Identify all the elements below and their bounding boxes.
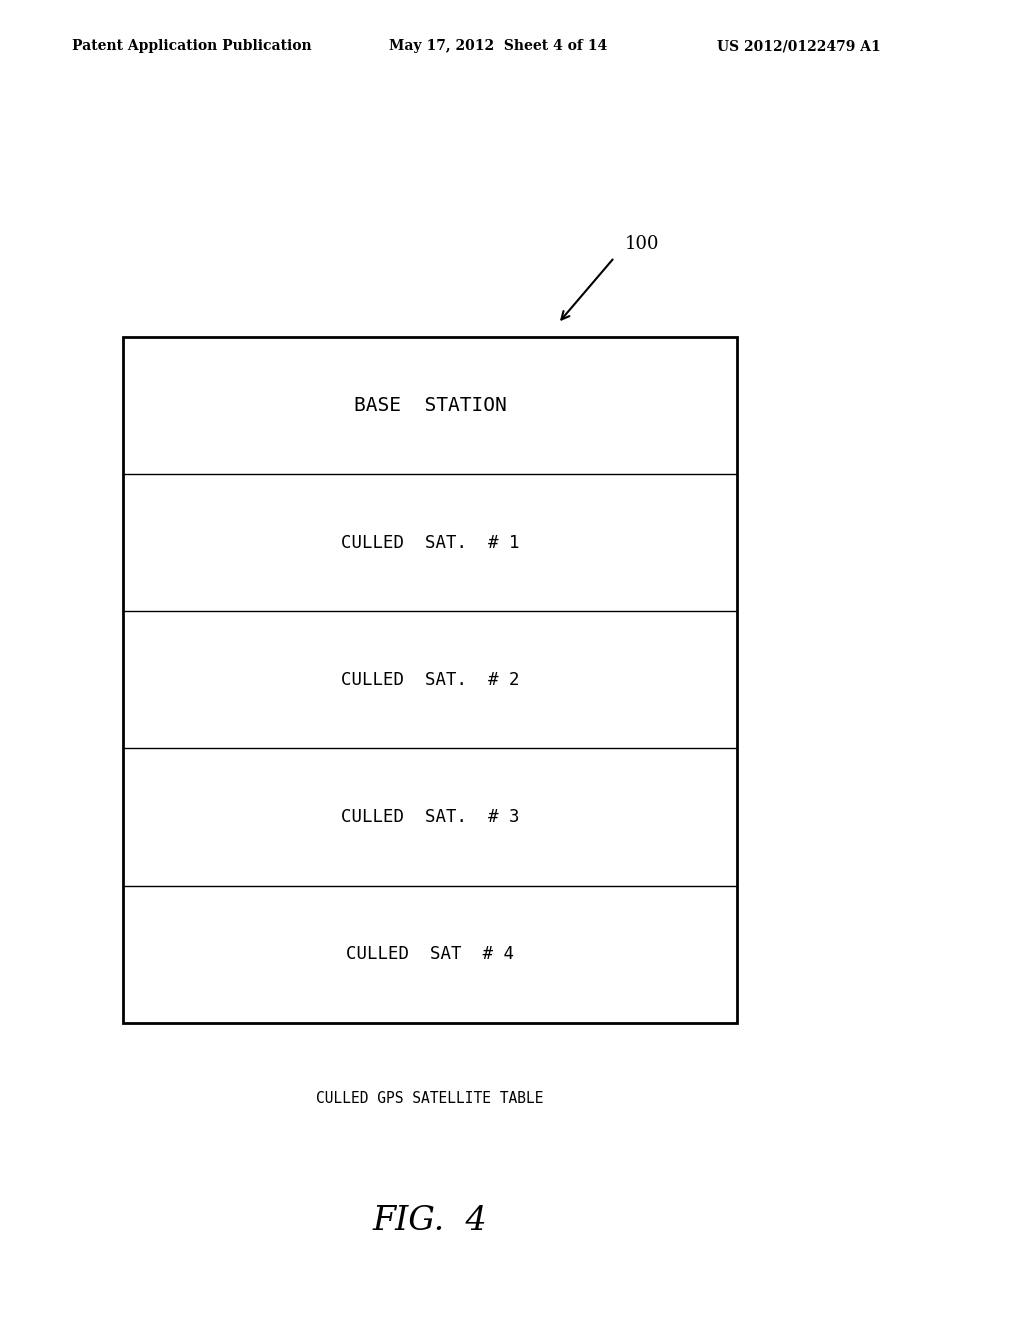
Text: CULLED GPS SATELLITE TABLE: CULLED GPS SATELLITE TABLE	[316, 1090, 544, 1106]
Text: 100: 100	[625, 235, 659, 253]
Bar	[123, 337, 737, 1023]
Text: BASE  STATION: BASE STATION	[353, 396, 507, 414]
Text: CULLED  SAT.  # 3: CULLED SAT. # 3	[341, 808, 519, 826]
Text: May 17, 2012  Sheet 4 of 14: May 17, 2012 Sheet 4 of 14	[389, 40, 607, 53]
Text: Patent Application Publication: Patent Application Publication	[72, 40, 311, 53]
Text: CULLED  SAT.  # 2: CULLED SAT. # 2	[341, 671, 519, 689]
Text: CULLED  SAT.  # 1: CULLED SAT. # 1	[341, 533, 519, 552]
Text: FIG.  4: FIG. 4	[373, 1205, 487, 1237]
Text: US 2012/0122479 A1: US 2012/0122479 A1	[717, 40, 881, 53]
Text: CULLED  SAT  # 4: CULLED SAT # 4	[346, 945, 514, 964]
